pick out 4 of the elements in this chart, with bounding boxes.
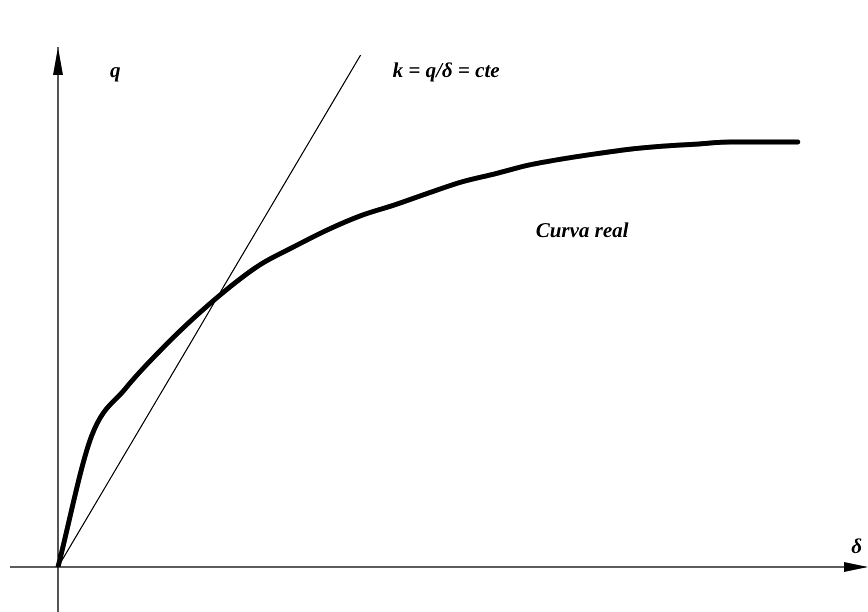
series-label: k = q/δ = cte: [392, 58, 500, 82]
x-axis-title: δ: [851, 534, 862, 558]
text: Curva real: [536, 218, 629, 242]
y-axis-title: q: [110, 58, 120, 82]
